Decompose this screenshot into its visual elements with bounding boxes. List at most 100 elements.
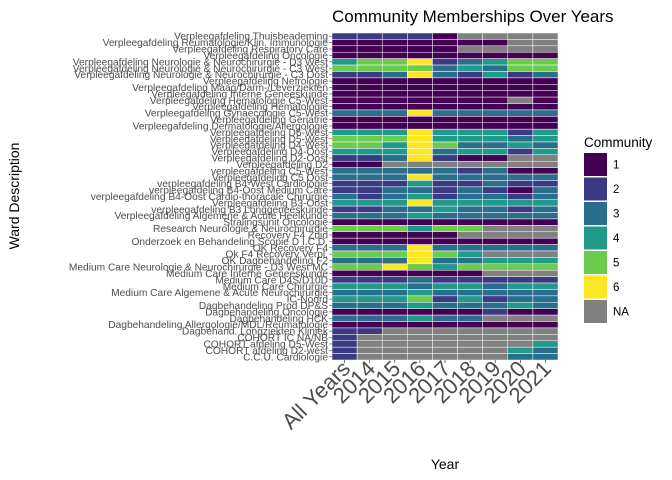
heatmap-cell <box>407 218 433 226</box>
heatmap-cell <box>356 148 383 156</box>
heatmap-cell <box>457 269 483 277</box>
heatmap-cell <box>407 39 433 47</box>
heatmap-cell <box>432 96 458 104</box>
heatmap-cell <box>532 64 559 72</box>
y-tick-label: COHORT afdeling D2-west <box>206 346 329 357</box>
heatmap-cell <box>482 77 509 85</box>
heatmap-cell <box>482 225 509 233</box>
heatmap-cell <box>407 212 433 220</box>
heatmap-cell <box>381 32 408 40</box>
heatmap-cell <box>407 160 433 168</box>
y-tick-label: Verpleegafdeling Hematologie <box>192 102 328 113</box>
heatmap-cell <box>356 269 383 277</box>
heatmap-cell <box>482 90 509 98</box>
heatmap-cell <box>507 84 534 91</box>
heatmap-cell <box>507 250 534 258</box>
heatmap-cell <box>407 167 433 175</box>
heatmap-cell <box>407 135 433 143</box>
heatmap-cell <box>381 334 408 342</box>
heatmap-cell <box>432 135 458 143</box>
heatmap-cell <box>356 250 383 258</box>
heatmap-cell <box>407 32 433 40</box>
heatmap-cell <box>507 96 534 104</box>
heatmap-cell <box>457 250 483 258</box>
heatmap-cell <box>507 109 534 117</box>
y-tick-label: Medium Care D4S/D10D <box>215 275 328 286</box>
heatmap-cell <box>457 231 483 239</box>
heatmap-cell <box>407 154 433 162</box>
heatmap-cell <box>407 122 433 130</box>
heatmap-cell <box>507 39 534 47</box>
legend-swatch <box>584 251 607 274</box>
heatmap-cell <box>381 51 408 59</box>
heatmap-cell <box>432 84 458 91</box>
heatmap-cell <box>482 237 509 245</box>
y-tick-label: Recovery F4 Zuid <box>248 230 329 241</box>
heatmap-cell <box>381 289 408 297</box>
y-tick-label: Verpleegafdeling Neurologie & Neurochiru… <box>73 57 328 68</box>
heatmap-cell <box>432 128 458 136</box>
heatmap-cell <box>457 135 483 143</box>
heatmap-cell <box>331 45 358 53</box>
heatmap-cell <box>432 116 458 124</box>
heatmap-cell <box>507 205 534 213</box>
heatmap-cell <box>532 231 559 239</box>
heatmap-cell <box>356 180 383 188</box>
y-tick-label: Verpleegafdeling Dermatologie/Allergolog… <box>133 121 329 132</box>
heatmap-cell <box>507 90 534 98</box>
heatmap-cell <box>356 237 383 245</box>
heatmap-cell <box>507 116 534 124</box>
heatmap-cell <box>507 103 534 111</box>
heatmap-cell <box>507 263 534 271</box>
heatmap-cell <box>482 199 509 207</box>
legend-swatch <box>584 300 607 323</box>
heatmap-cell <box>482 45 509 53</box>
legend: Community 1 2 3 4 5 6 NA <box>584 135 653 323</box>
heatmap-cell <box>407 346 433 354</box>
heatmap-cell <box>432 302 458 309</box>
heatmap-cell <box>482 116 509 124</box>
heatmap-cell <box>507 128 534 136</box>
heatmap-cell <box>432 257 458 265</box>
heatmap-cell <box>457 321 483 329</box>
heatmap-cell <box>381 199 408 207</box>
heatmap-cell <box>356 295 383 303</box>
heatmap-cell <box>331 269 358 277</box>
legend-swatch <box>584 202 607 225</box>
heatmap-cell <box>331 122 358 130</box>
heatmap-cell <box>356 84 383 91</box>
heatmap-cell <box>356 346 383 354</box>
heatmap-cell <box>482 135 509 143</box>
heatmap-cell <box>507 160 534 168</box>
heatmap-cell <box>432 289 458 297</box>
heatmap-cell <box>532 269 559 277</box>
heatmap-cell <box>457 295 483 303</box>
heatmap-cell <box>482 302 509 309</box>
heatmap-cell <box>432 32 458 40</box>
heatmap-cell <box>356 160 383 168</box>
heatmap-cell <box>532 186 559 194</box>
heatmap-cell <box>482 205 509 213</box>
heatmap-cell <box>331 225 358 233</box>
heatmap-cell <box>532 257 559 265</box>
heatmap-cell <box>331 308 358 316</box>
heatmap-cell <box>356 122 383 130</box>
heatmap-cell <box>507 321 534 329</box>
heatmap-cell <box>507 193 534 200</box>
heatmap-cell <box>532 154 559 162</box>
heatmap-cell <box>331 32 358 40</box>
heatmap-cell <box>356 282 383 290</box>
heatmap-cell <box>407 295 433 303</box>
heatmap-cell <box>532 90 559 98</box>
heatmap-cell <box>331 334 358 342</box>
heatmap-cell <box>331 77 358 85</box>
y-tick-label: Medium Care Algemene & Acute Neurochirur… <box>111 288 328 299</box>
heatmap-cell <box>356 327 383 335</box>
heatmap-cell <box>507 289 534 297</box>
heatmap-cell <box>457 186 483 194</box>
y-tick-label: Dagbehandeling Allergologie/MDL/Reumatol… <box>108 320 328 331</box>
heatmap-cell <box>381 64 408 72</box>
heatmap-cell <box>482 58 509 66</box>
heatmap-cell <box>356 205 383 213</box>
heatmap-cell <box>432 77 458 85</box>
